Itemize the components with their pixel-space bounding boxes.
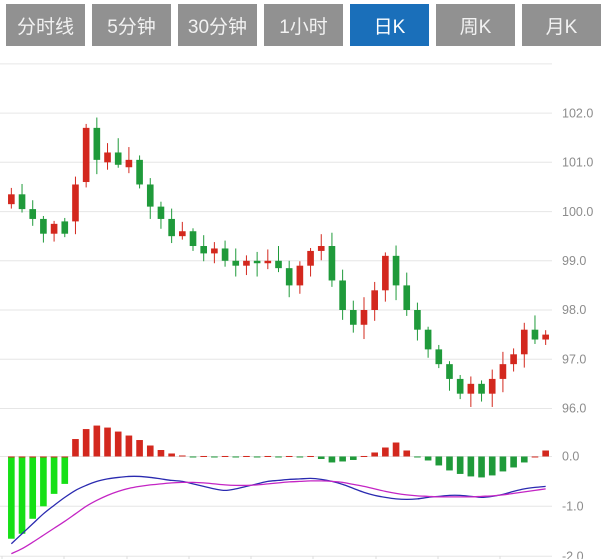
svg-text:97.0: 97.0	[562, 352, 586, 366]
svg-text:-1.0: -1.0	[562, 500, 584, 514]
svg-text:-2.0: -2.0	[562, 549, 584, 559]
svg-text:96.0: 96.0	[562, 402, 586, 416]
svg-text:101.0: 101.0	[562, 156, 593, 170]
svg-text:0.0: 0.0	[562, 450, 579, 464]
svg-text:100.0: 100.0	[562, 205, 593, 219]
svg-text:99.0: 99.0	[562, 254, 586, 268]
svg-text:102.0: 102.0	[562, 106, 593, 120]
svg-text:98.0: 98.0	[562, 303, 586, 317]
